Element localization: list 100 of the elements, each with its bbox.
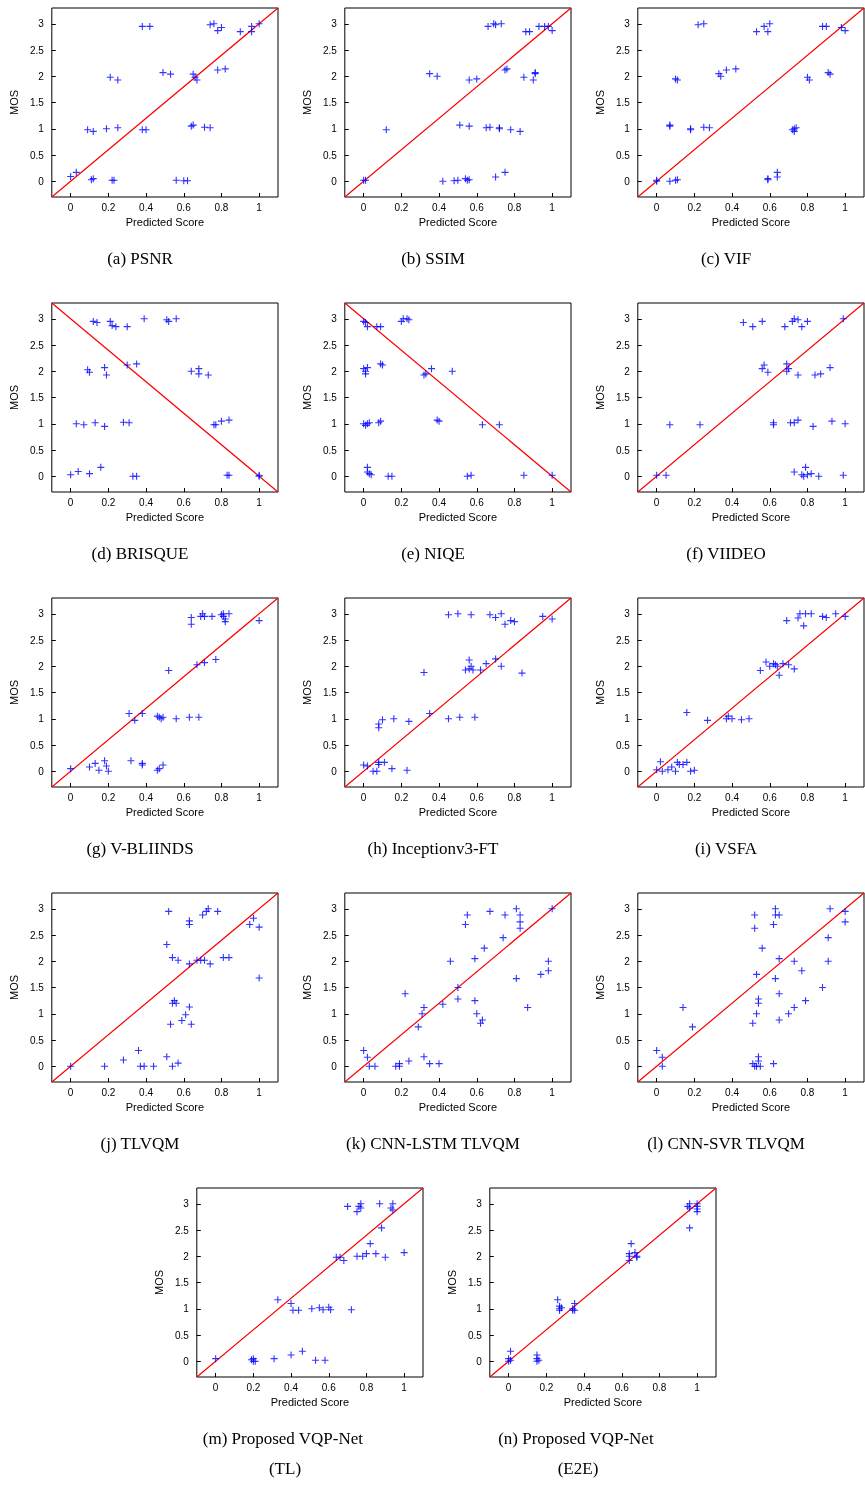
x-axis-title: Predicted Score (711, 806, 791, 819)
y-tick-label: 0 (624, 1060, 631, 1072)
point (500, 168, 510, 177)
y-axis-title: MOS (593, 974, 606, 1001)
point (809, 422, 818, 431)
x-tick-label: 0.2 (101, 1086, 116, 1098)
y-axis-title: MOS (593, 679, 606, 706)
y-tick-label: 0 (624, 765, 631, 777)
y-tick-label: 2.5 (615, 339, 631, 351)
point (534, 22, 544, 31)
point (470, 954, 479, 963)
point (113, 75, 122, 84)
y-tick-label: 3 (331, 903, 338, 915)
point (516, 127, 525, 136)
y-tick-label: 2.5 (29, 929, 45, 941)
x-tick-label: 0.2 (687, 496, 702, 508)
x-tick-label: 1 (549, 496, 556, 508)
x-tick-label: 0.6 (762, 201, 778, 213)
y-tick-label: 1.5 (615, 97, 631, 108)
point (213, 65, 222, 74)
y-axis-title: MOS (300, 384, 313, 411)
x-tick-label: 0 (360, 496, 367, 508)
x-tick-label: 1 (549, 201, 556, 213)
point (287, 1350, 296, 1359)
x-tick-label: 0.6 (762, 496, 778, 508)
point (198, 911, 207, 920)
x-tick-label: 0 (67, 1086, 74, 1098)
y-tick-label: 1 (331, 418, 338, 430)
point (206, 123, 215, 132)
y-tick-label: 1 (331, 123, 338, 135)
x-tick-label: 0.2 (394, 201, 409, 213)
x-tick-label: 0.4 (139, 1086, 154, 1098)
point (465, 75, 474, 84)
y-axis-title: MOS (7, 89, 20, 116)
y-tick-label: 0.5 (29, 739, 45, 751)
y-tick-label: 0 (183, 1355, 190, 1367)
y-tick-label: 1 (38, 713, 45, 725)
x-tick-label: 0.2 (246, 1381, 261, 1393)
point (826, 363, 835, 372)
y-tick-label: 0 (331, 765, 338, 777)
point (793, 370, 803, 379)
y-tick-label: 2 (331, 365, 338, 377)
x-axis-title: Predicted Score (125, 1101, 205, 1114)
y-tick-label: 3 (38, 313, 45, 325)
x-tick-label: 0.2 (101, 496, 116, 508)
x-tick-label: 0.6 (469, 791, 485, 803)
text: (k) CNN-LSTM TLVQM (346, 1133, 520, 1153)
point (132, 359, 141, 368)
point (288, 1306, 297, 1315)
y-tick-label: 1.5 (322, 982, 338, 993)
point (207, 612, 217, 621)
point (491, 654, 500, 663)
y-tick-label: 2.5 (29, 44, 45, 56)
point (319, 1305, 328, 1314)
point (419, 1003, 429, 1012)
y-tick-label: 2.5 (29, 339, 45, 351)
x-tick-label: 0 (212, 1381, 219, 1393)
y-tick-label: 1 (331, 713, 338, 725)
x-tick-label: 0.8 (800, 1086, 815, 1098)
y-tick-label: 1.5 (29, 97, 45, 108)
x-tick-label: 0.8 (800, 791, 815, 803)
y-tick-label: 0 (331, 1060, 338, 1072)
point (270, 1354, 279, 1363)
point (206, 20, 215, 29)
point (185, 959, 194, 968)
text: (n) Proposed VQP-Net (E2E) (498, 1428, 658, 1478)
x-axis-title: Predicted Score (125, 511, 205, 524)
y-tick-label: 1.5 (615, 982, 631, 993)
point (217, 417, 226, 426)
x-tick-label: 0 (653, 496, 660, 508)
point (192, 660, 201, 669)
y-tick-label: 3 (38, 608, 45, 620)
point (142, 125, 151, 134)
x-axis-title: Predicted Score (711, 511, 791, 524)
point (685, 1223, 694, 1232)
point (463, 911, 472, 920)
point (453, 983, 462, 992)
point (499, 933, 508, 942)
x-tick-label: 1 (842, 201, 849, 213)
x-axis-title: Predicted Score (270, 1396, 350, 1409)
x-tick-label: 1 (256, 1086, 263, 1098)
text: (e) NIQE (401, 543, 465, 563)
x-tick-label: 0 (360, 201, 367, 213)
y-axis-title: MOS (7, 384, 20, 411)
x-tick-label: 0.2 (687, 201, 702, 213)
point (174, 1059, 183, 1068)
point (761, 658, 771, 667)
text: (f) VIIDEO (686, 543, 766, 563)
y-tick-label: 0.5 (29, 444, 45, 456)
x-tick-label: 1 (549, 1086, 556, 1098)
y-tick-label: 3 (476, 1198, 483, 1210)
point (158, 68, 168, 77)
point (465, 122, 474, 131)
x-tick-label: 0.8 (214, 1086, 229, 1098)
y-tick-label: 2.5 (615, 929, 631, 941)
y-tick-label: 1 (183, 1303, 190, 1315)
text: (m) Proposed VQP-Net (TL) (202, 1428, 368, 1478)
y-tick-label: 0 (331, 175, 338, 187)
x-tick-label: 0.8 (507, 1086, 522, 1098)
y-tick-label: 0 (624, 470, 631, 482)
